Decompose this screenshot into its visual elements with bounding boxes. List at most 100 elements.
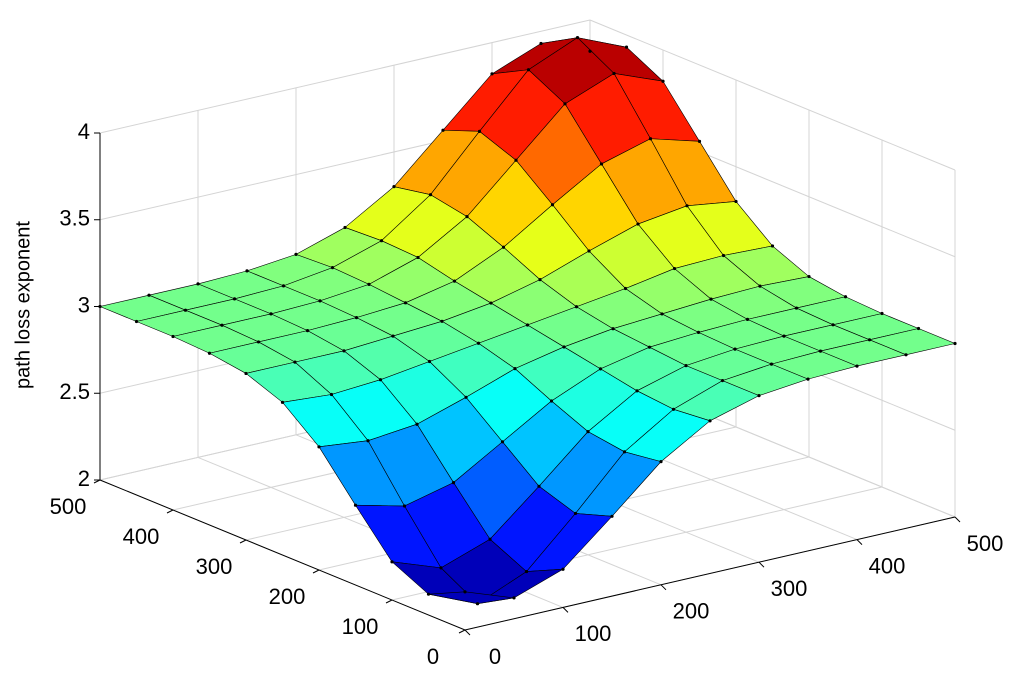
surface-vertex	[561, 567, 565, 571]
x-tick-label: 0	[489, 644, 501, 669]
surface-vertex	[512, 596, 516, 600]
surface-vertex	[403, 301, 408, 305]
surface-vertex	[342, 349, 346, 353]
surface-vertex	[708, 419, 712, 423]
surface-vertex	[526, 68, 531, 72]
surface-vertex	[354, 316, 359, 320]
surface-vertex	[867, 338, 872, 342]
surface-vertex	[550, 203, 555, 207]
surface-vertex	[611, 327, 615, 331]
z-tick-label: 4	[78, 119, 90, 144]
surface-vertex	[426, 592, 431, 596]
surface-vertex	[537, 484, 541, 488]
surface-vertex	[587, 249, 591, 253]
surface-vertex	[635, 389, 639, 393]
surface-vertex	[196, 282, 200, 286]
surface-vertex	[451, 480, 456, 485]
surface-vertex	[439, 566, 443, 570]
surface-vertex	[391, 334, 395, 338]
y-tick-label: 100	[342, 614, 379, 639]
surface-vertex	[770, 244, 775, 248]
surface-vertex	[329, 392, 334, 397]
surface-vertex	[294, 252, 298, 256]
surface-vertex	[440, 319, 444, 323]
surface-vertex	[427, 359, 432, 364]
x-tick-label: 100	[575, 621, 612, 646]
surface-vertex	[916, 326, 921, 331]
surface-vertex	[477, 129, 482, 133]
y-tick	[312, 569, 320, 574]
surface-vertex	[501, 245, 506, 249]
surface-vertex	[782, 334, 786, 338]
x-tick	[562, 607, 569, 613]
surface-vertex	[636, 222, 640, 226]
x-tick	[660, 584, 667, 591]
surface-vertex	[573, 511, 578, 516]
surface-vertex	[256, 340, 261, 344]
surface-vertex	[281, 284, 286, 288]
surface-vertex	[232, 297, 237, 301]
y-tick	[385, 599, 393, 604]
x-tick	[856, 539, 863, 545]
surface-vertex	[293, 360, 297, 364]
surface-vertex	[305, 329, 310, 333]
surface-vertex	[818, 349, 823, 353]
z-tick-label: 3	[78, 292, 90, 317]
surface-vertex	[671, 407, 676, 411]
y-tick-label: 300	[196, 554, 233, 579]
surface-vertex	[574, 305, 579, 309]
surface-vertex	[696, 330, 701, 334]
surface-vertex	[953, 341, 957, 346]
surface-vertex	[441, 128, 445, 132]
x-tick-label: 500	[967, 531, 1004, 556]
x-tick-label: 400	[869, 553, 906, 578]
surface-vertex	[575, 36, 580, 40]
surface-vertex	[806, 377, 810, 381]
surface-vertex	[855, 364, 859, 368]
x-tick-label: 200	[673, 599, 710, 624]
surface-vertex	[588, 49, 592, 53]
surface-vertex	[659, 460, 663, 464]
z-tick-label: 3.5	[59, 206, 90, 231]
surface-vertex	[904, 353, 908, 357]
surface-vertex	[366, 439, 370, 443]
surface-vertex	[672, 266, 677, 271]
surface-vertex	[538, 278, 542, 282]
y-tick	[458, 629, 466, 634]
surface-vertex	[183, 308, 188, 312]
z-tick-label: 2	[78, 466, 90, 491]
z-tick-label: 2.5	[59, 379, 90, 404]
surface-vertex	[415, 422, 419, 426]
surface-vertex	[647, 345, 652, 349]
surface-vertex	[452, 279, 457, 283]
surface-vertex	[684, 364, 688, 368]
surface-vertex	[623, 286, 628, 291]
surface-vertex	[428, 193, 433, 197]
surface-vertex	[476, 341, 481, 345]
surface-vertex	[549, 399, 554, 403]
surface-vertex	[463, 590, 467, 594]
surface-vertex	[610, 514, 614, 518]
surface-vertex	[648, 137, 653, 141]
surface-vertex	[353, 503, 358, 507]
surface-vertex	[402, 504, 407, 508]
surface-vertex	[378, 378, 383, 382]
surface-vertex	[367, 282, 371, 286]
surface-vertex	[563, 102, 567, 106]
surface-vertex	[220, 323, 224, 327]
surface-vertex	[721, 253, 726, 258]
y-tick	[239, 539, 247, 544]
surface-vertex	[475, 602, 480, 606]
surface-vertex	[500, 440, 505, 444]
surface-vertex	[539, 41, 543, 46]
surface-vertex	[525, 323, 530, 327]
surface-vertex	[734, 199, 738, 204]
surface-vertex	[720, 379, 725, 383]
surface-vertex	[769, 362, 774, 366]
surface-vertex	[465, 215, 469, 219]
surface-vertex	[392, 185, 396, 189]
grid-line	[99, 19, 591, 134]
surface-vertex	[134, 319, 139, 324]
x-tick	[954, 516, 961, 523]
